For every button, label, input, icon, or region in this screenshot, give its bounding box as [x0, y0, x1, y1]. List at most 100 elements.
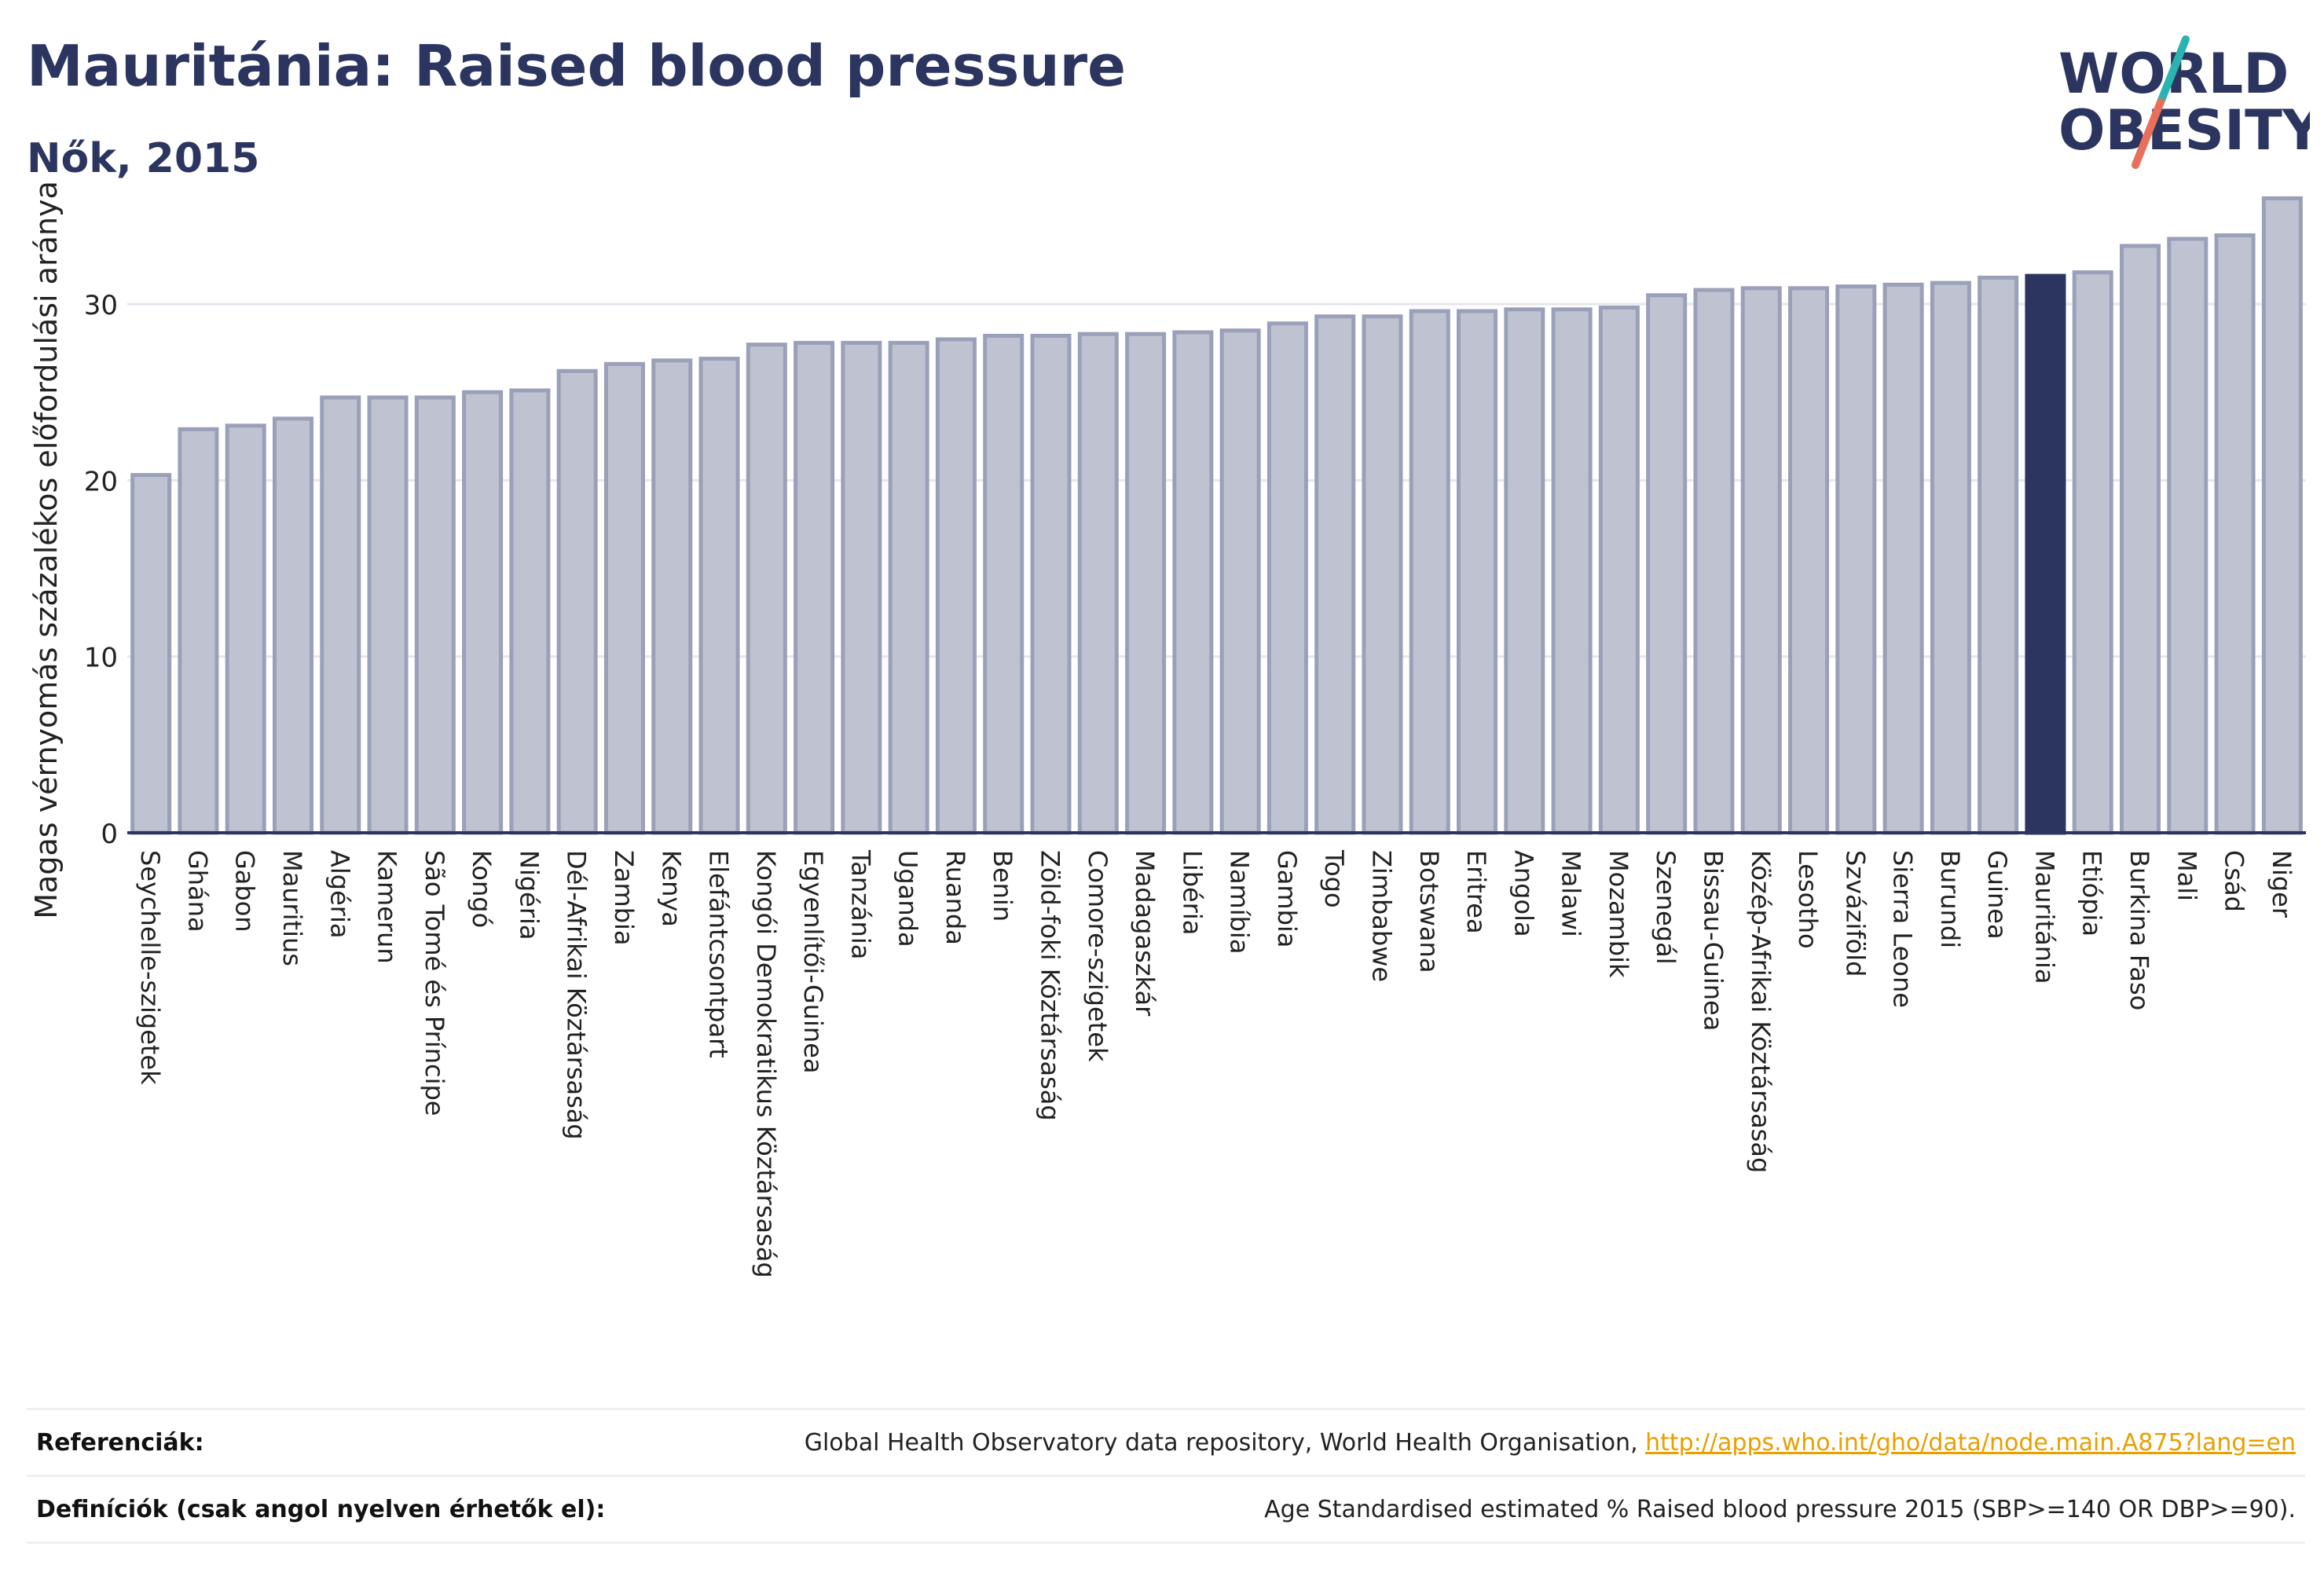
x-tick-label: Kenya [656, 850, 686, 927]
bar [1835, 284, 1877, 835]
bar [2261, 196, 2303, 835]
bar [651, 358, 693, 835]
x-tick-label: Madagaszkár [1130, 850, 1160, 1017]
definitions-label: Definíciók (csak angol nyelven érhetők e… [36, 1495, 606, 1523]
bar [1788, 286, 1830, 835]
y-tick-label: 10 [84, 643, 118, 674]
y-tick-label: 0 [101, 819, 118, 850]
bar [225, 423, 266, 835]
x-tick-label: Burkina Faso [2124, 850, 2154, 1010]
bar [1314, 314, 1356, 835]
references-label: Referenciák: [36, 1428, 204, 1457]
x-tick-label: Niger [2267, 850, 2297, 918]
x-tick-label: Szváziföld [1840, 850, 1870, 977]
bar [841, 340, 882, 835]
x-tick-label: Dél-Afrikai Köztársaság [562, 850, 592, 1140]
bar [1882, 282, 1924, 835]
x-tick-label: Namíbia [1225, 850, 1255, 954]
x-tick-label: Elefántcsontpart [704, 850, 734, 1058]
bar [935, 337, 977, 835]
x-tick-label: Közép-Afrikai Köztársaság [1746, 850, 1776, 1173]
x-tick-label: Zambia [609, 850, 639, 946]
x-tick-label: Egyenlítői-Guinea [798, 850, 828, 1074]
x-tick-label: Botswana [1414, 850, 1444, 973]
bar [462, 390, 504, 835]
definitions-value: Age Standardised estimated % Raised bloo… [1264, 1495, 2296, 1523]
x-tick-label: São Tomé és Príncipe [420, 850, 449, 1116]
bar [1978, 275, 2019, 835]
x-tick-label: Szenegál [1651, 850, 1681, 965]
bar [1598, 306, 1640, 835]
logo-line-2: OBESITY [2058, 98, 2310, 163]
x-tick-label: Zöld-foki Köztársaság [1036, 850, 1065, 1121]
bar [1457, 309, 1498, 835]
x-tick-label: Ghána [182, 850, 212, 933]
bar [1219, 328, 1261, 835]
x-tick-label: Csád [2220, 850, 2249, 912]
x-tick-label: Guinea [1982, 850, 2012, 940]
definitions-row: Definíciók (csak angol nyelven érhetők e… [27, 1475, 2305, 1544]
bar-chart: 0 10 20 30 Seychelle-szigetek Ghána Gabon Maur… [29, 181, 2306, 1278]
page-subtitle: Nők, 2015 [27, 135, 260, 182]
x-tick-label: Libéria [1177, 850, 1207, 935]
x-tick-label: Seychelle-szigetek [135, 850, 165, 1085]
bar [178, 427, 219, 835]
bar [794, 340, 835, 835]
bar [367, 395, 409, 835]
x-tick-label: Kongó [467, 850, 497, 928]
x-tick-label: Gabon [230, 850, 260, 933]
bar [320, 395, 361, 835]
bar [2120, 244, 2161, 835]
bar [1646, 293, 1688, 835]
bar [2167, 236, 2209, 835]
x-tick-label: Comore-szigetek [1083, 850, 1113, 1062]
x-tick-label: Algéria [324, 850, 354, 938]
bar [1504, 307, 1545, 835]
references-row: Referenciák: Global Health Observatory d… [27, 1408, 2305, 1475]
bar [698, 357, 740, 835]
bars [127, 196, 2306, 835]
bar [1362, 314, 1403, 835]
bar [2214, 233, 2256, 835]
references-link[interactable]: http://apps.who.int/gho/data/node.main.A… [1645, 1428, 2296, 1457]
x-tick-label: Mali [2172, 850, 2201, 901]
references-text: Global Health Observatory data repositor… [804, 1428, 1646, 1457]
bar-highlight [2025, 273, 2066, 835]
x-tick-label: Bissau-Guinea [1698, 850, 1728, 1031]
x-tick-label: Eritrea [1461, 850, 1491, 934]
x-tick-label: Benin [988, 850, 1017, 922]
references-value: Global Health Observatory data repositor… [805, 1429, 2305, 1457]
x-tick-label: Mauritánia [2029, 850, 2059, 984]
x-tick-label: Angola [1508, 850, 1538, 937]
y-tick-labels: 0 10 20 30 [84, 290, 118, 850]
x-tick-label: Tanzánia [845, 849, 875, 959]
bar [1740, 286, 1782, 835]
x-tick-label: Etiópia [2077, 850, 2107, 936]
references-table: Referenciák: Global Health Observatory d… [27, 1408, 2305, 1544]
bar [130, 473, 172, 835]
logo-slash-bottom-icon [2132, 98, 2165, 169]
bar [1030, 333, 1072, 835]
bar [1266, 321, 1308, 835]
bar [1172, 330, 1214, 835]
x-tick-labels: Seychelle-szigetek Ghána Gabon Mauritius Alg… [135, 849, 2297, 1278]
bar [746, 343, 787, 835]
world-obesity-logo: WORLD OBESITY [2058, 35, 2310, 169]
x-tick-label: Ruanda [940, 850, 970, 945]
bar [1077, 332, 1119, 835]
x-tick-label: Sierra Leone [1888, 850, 1918, 1008]
logo-slash-top-icon [2157, 35, 2190, 106]
x-tick-label: Togo [1319, 849, 1349, 908]
x-tick-label: Nigéria [514, 850, 544, 940]
bar [272, 416, 313, 835]
y-tick-label: 30 [84, 290, 118, 321]
y-tick-label: 20 [84, 466, 118, 497]
bar [2072, 270, 2113, 835]
x-tick-label: Gambia [1272, 850, 1302, 947]
x-tick-label: Lesotho [1793, 850, 1823, 949]
x-tick-label: Malawi [1556, 850, 1586, 937]
bar [983, 333, 1025, 835]
page-title: Mauritánia: Raised blood pressure [27, 33, 1127, 99]
x-tick-label: Zimbabwe [1366, 850, 1396, 982]
x-tick-label: Mauritius [277, 850, 307, 966]
